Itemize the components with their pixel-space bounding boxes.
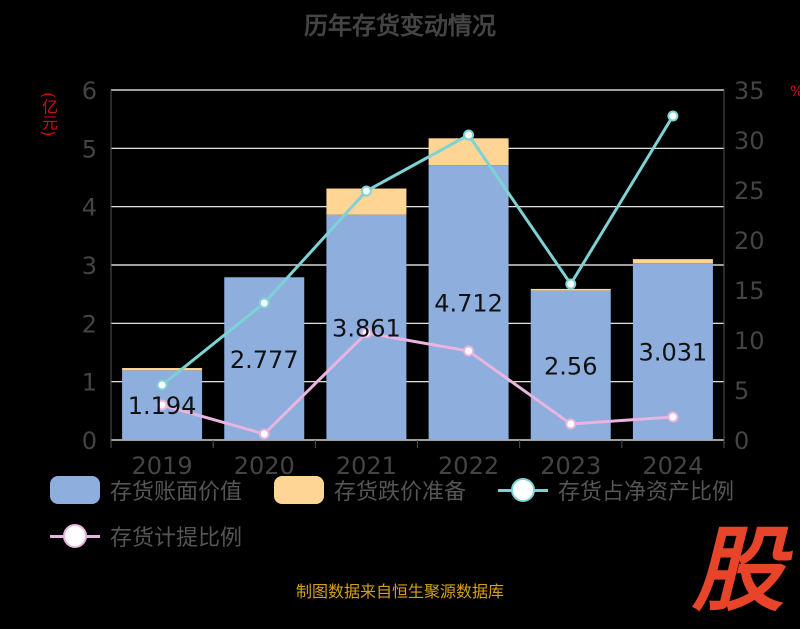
right-tick-label: 0 [734,427,749,455]
legend-label-provision-ratio: 存货计提比例 [110,526,243,551]
provision-ratio-point [565,418,577,430]
legend-item-book-value[interactable]: 存货账面价值 [50,470,242,510]
left-tick-label: 1 [82,369,97,397]
bar-value-label: 4.712 [434,290,503,318]
bar-reserve [428,138,509,166]
right-tick-label: 5 [734,377,749,405]
left-axis-unit: (亿元) [39,92,58,137]
right-tick-label: 30 [734,127,765,155]
provision-ratio-point [360,327,372,339]
net-asset-ratio-point [156,379,168,391]
left-tick-label: 6 [82,77,97,105]
bar-book-value [326,214,407,440]
provision-ratio-point [463,345,475,357]
x-tick-label: 2024 [642,452,703,480]
chart-plot: 0 1 2 3 4 5 6 0 5 10 15 20 25 30 35 2019 2020 2021 2022 202… [82,77,765,480]
legend-swatch-book-value [50,476,100,504]
left-tick-label: 2 [82,310,97,338]
right-tick-label: 20 [734,227,765,255]
net-asset-ratio-point [463,129,475,141]
bar-reserve [122,368,203,371]
legend-item-net-asset-ratio[interactable]: 存货占净资产比例 [498,470,734,510]
provision-ratio-point [667,411,679,423]
bar-value-label: 2.777 [230,346,299,374]
right-tick-label: 35 [734,77,765,105]
provision-ratio-point [156,399,168,411]
bar-value-label: 1.194 [128,392,197,420]
legend-swatch-provision-ratio [50,522,100,550]
net-asset-ratio-point [565,278,577,290]
x-tick-label: 2019 [132,452,193,480]
x-tick-label: 2023 [540,452,601,480]
left-tick-label: 0 [82,427,97,455]
bar-reserve [224,277,305,279]
bar-book-value [530,290,611,440]
legend-item-provision-ratio[interactable]: 存货计提比例 [50,516,242,556]
bar-reserve [632,259,713,264]
right-axis-unit: % [790,84,800,100]
net-asset-ratio-point [667,110,679,122]
bar-reserve [530,288,611,291]
footer-source: 制图数据来自恒生聚源数据库 [295,582,504,601]
right-tick-label: 25 [734,177,765,205]
bar-value-label: 3.861 [332,314,401,342]
watermark-logo: 股 [692,517,785,624]
right-tick-label: 15 [734,277,765,305]
legend-label-reserve: 存货跌价准备 [334,480,467,505]
left-tick-label: 3 [82,252,97,280]
bar-book-value [428,165,509,440]
x-tick-label: 2020 [234,452,295,480]
right-tick-label: 10 [734,327,765,355]
legend-item-reserve[interactable]: 存货跌价准备 [274,470,466,510]
left-tick-label: 4 [82,194,97,222]
chart-title: 历年存货变动情况 [304,12,496,40]
provision-ratio-point [258,428,270,440]
bar-value-label: 2.56 [544,352,597,380]
x-tick-label: 2021 [336,452,397,480]
net-asset-ratio-point [360,185,372,197]
x-tick-label: 2022 [438,452,499,480]
net-asset-ratio-line [161,115,675,387]
legend-label-net-asset-ratio: 存货占净资产比例 [558,480,735,505]
net-asset-ratio-point [258,297,270,309]
provision-ratio-line [161,331,674,436]
bar-book-value [632,263,713,440]
legend-label-book-value: 存货账面价值 [110,480,243,505]
left-tick-label: 5 [82,135,97,163]
legend-swatch-net-asset-ratio [498,476,548,504]
legend-swatch-reserve [274,476,324,504]
bar-value-label: 3.031 [639,339,708,367]
